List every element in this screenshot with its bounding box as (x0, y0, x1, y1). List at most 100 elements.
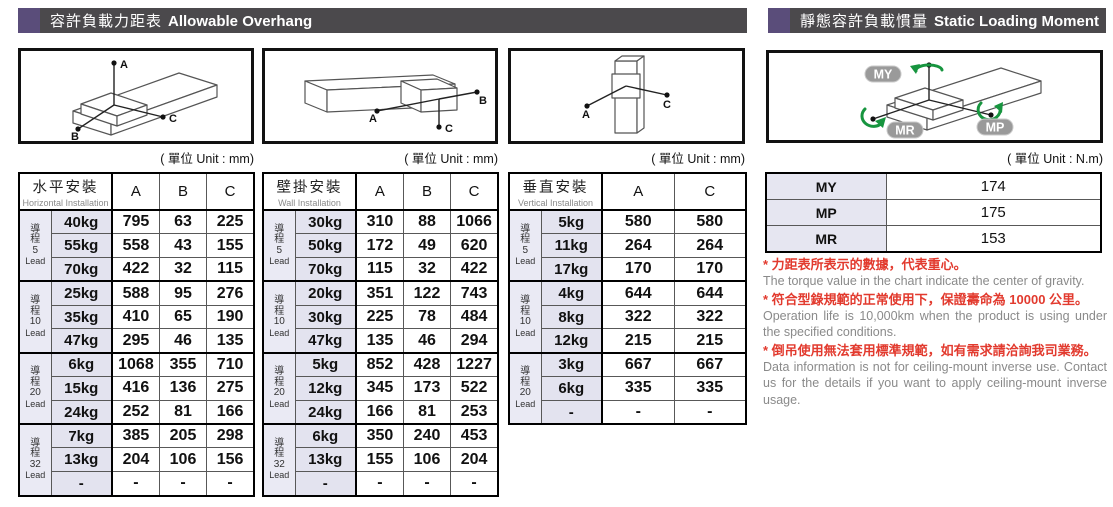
value-cell: 170 (673, 257, 747, 282)
moment-label: MP (765, 199, 887, 226)
axis-label-c: C (169, 113, 177, 125)
moment-value: 175 (885, 199, 1102, 226)
load-cell: 5kg (294, 351, 357, 378)
load-cell: 50kg (294, 233, 357, 259)
value-cell: 743 (450, 280, 499, 306)
lead-label: 導程 10 Lead (25, 295, 46, 338)
mp-badge-label: MP (986, 121, 1005, 135)
table-row: MR 153 (765, 225, 1102, 253)
moment-value: 153 (885, 225, 1102, 253)
value-cell: 225 (206, 209, 255, 235)
value-cell: 172 (354, 233, 404, 259)
value-cell: 322 (673, 304, 747, 330)
load-cell: 7kg (50, 423, 113, 449)
moment-diagram-svg: MY MP MR (860, 62, 1042, 139)
installation-name-zh: 水平安裝 (32, 179, 99, 196)
load-cell: 15kg (50, 376, 113, 401)
moment-value: 174 (885, 172, 1102, 200)
lead-label: 導程 5 Lead (269, 223, 290, 267)
installation-name-cell: 水平安裝 Horizontal Installation (18, 172, 113, 211)
table-row: 24kg 252 81 166 (19, 399, 255, 425)
header-row: 水平安裝 Horizontal Installation A B C (18, 172, 255, 211)
value-cell: 135 (206, 328, 255, 354)
value-cell: 484 (450, 304, 499, 330)
load-cell: 6kg (540, 376, 603, 401)
load-cell: 70kg (294, 257, 357, 282)
lead-label: 導程 32 Lead (269, 437, 290, 481)
value-cell: 667 (673, 351, 747, 378)
value-cell: 580 (673, 209, 747, 235)
column-header-c: C (673, 172, 747, 211)
lead-label: 導程 20 Lead (25, 366, 46, 409)
value-cell: - (402, 471, 452, 497)
column-header-a: A (601, 172, 675, 211)
load-cell: 24kg (294, 399, 357, 425)
note-zh: * 符合型錄規範的正常使用下，保證壽命為 10000 公里。 (763, 291, 1089, 307)
value-cell: 155 (206, 233, 255, 259)
vertical-installation-diagram: A C (508, 48, 745, 144)
load-cell: 25kg (50, 280, 113, 306)
load-cell: 35kg (50, 304, 113, 330)
value-cell: - (354, 471, 404, 497)
lead-cell: 導程 5 Lead (18, 208, 52, 282)
value-cell: 310 (354, 209, 404, 235)
lead-cell: 導程 32 Lead (262, 423, 296, 497)
table-row: 導程 10 Lead 4kg 644 644 (508, 280, 747, 354)
horizontal-installation-diagram: A C B (18, 48, 254, 144)
value-cell: 264 (673, 233, 747, 259)
column-header-a: A (111, 172, 160, 211)
header-accent-square (768, 8, 790, 33)
section-title-en: Static Loading Moment (934, 13, 1100, 30)
value-cell: 240 (402, 423, 452, 449)
section-header-overhang: 容許負載力距表 Allowable Overhang (18, 8, 747, 33)
column-header-b: B (402, 172, 452, 211)
value-cell: 322 (601, 304, 675, 330)
lead-cell: 導程 5 Lead (262, 208, 296, 282)
wall-installation-diagram: C A B (262, 48, 498, 144)
axis-label-c: C (445, 123, 453, 135)
lead-cell: 導程 32 Lead (18, 423, 52, 497)
header-row: 壁掛安裝 Wall Installation A B C (262, 172, 499, 211)
column-header-b: B (158, 172, 208, 211)
value-cell: 156 (206, 447, 255, 473)
value-cell: 106 (402, 447, 452, 473)
table-row: 15kg 416 136 275 (19, 376, 255, 401)
wall-diagram-svg: C A B (304, 74, 487, 135)
value-cell: 335 (601, 376, 675, 401)
horizontal-diagram-svg: A C B (71, 59, 218, 141)
load-cell: 47kg (294, 328, 357, 354)
note-zh: * 力距表所表示的數據，代表重心。 (763, 257, 967, 272)
value-cell: 410 (111, 304, 160, 330)
overhang-table: 壁掛安裝 Wall Installation A B C 導程 5 Lead 30kg 310 88… (262, 172, 499, 497)
lead-label: 導程 5 Lead (25, 223, 46, 267)
table-row: MP 175 (765, 199, 1102, 226)
table-row: 導程 20 Lead 6kg 1068 355 710 (18, 351, 255, 425)
header-accent-square (18, 8, 40, 33)
value-cell: 63 (158, 209, 208, 235)
table-row: 導程 32 Lead 7kg 385 205 298 (18, 423, 255, 497)
vertical-diagram-svg: A C (582, 55, 671, 134)
value-cell: - (206, 471, 255, 497)
value-cell: 422 (450, 257, 499, 282)
value-cell: 710 (206, 351, 255, 378)
load-cell: 20kg (294, 280, 357, 306)
installation-name-en: Horizontal Installation (22, 197, 109, 208)
installation-name-zh: 垂直安裝 (522, 179, 589, 196)
load-cell: 6kg (294, 423, 357, 449)
overhang-table-host-vertical: 垂直安裝 Vertical Installation A C 導程 5 Lead 5kg 580… (508, 172, 748, 426)
value-cell: 416 (111, 376, 160, 401)
note-en: The torque value in the chart indicate t… (763, 274, 1085, 288)
mr-badge (886, 121, 924, 139)
column-header-a: A (354, 172, 404, 211)
table-row: 30kg 225 78 484 (263, 304, 499, 330)
load-cell: 30kg (294, 304, 357, 330)
value-cell: 335 (673, 376, 747, 401)
table-row: 導程 32 Lead 6kg 350 240 453 (262, 423, 499, 497)
table-row: 70kg 422 32 115 (19, 257, 255, 282)
value-cell: 580 (601, 209, 675, 235)
value-cell: 1227 (450, 351, 499, 378)
unit-label-mm: ( 單位 Unit : mm) (404, 152, 498, 166)
table-row: --- (509, 399, 747, 425)
installation-name-en: Wall Installation (278, 197, 341, 208)
section-title-en: Allowable Overhang (168, 13, 313, 30)
